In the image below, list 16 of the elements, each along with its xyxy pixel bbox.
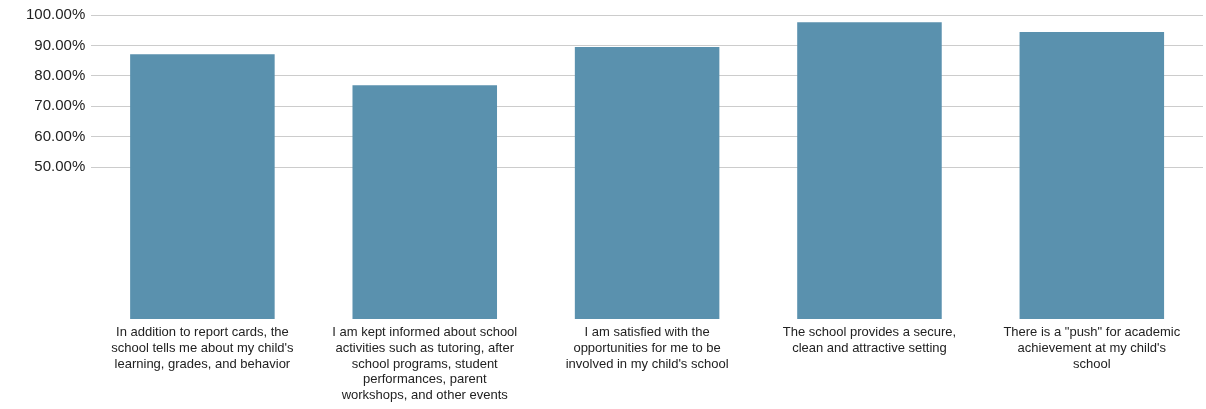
x-tick-label: There is a "push" for academic achievement at my child's school (1003, 324, 1181, 371)
y-tick-label: 60.00% (34, 126, 86, 144)
y-tick-label: 100.00% (26, 5, 86, 23)
y-tick-label: 50.00% (34, 157, 86, 175)
x-tick-label: The school provides a secure, clean and attractive setting (782, 324, 957, 355)
y-tick-label: 70.00% (34, 96, 86, 114)
x-tick-label: I am satisfied with the opportunities for me to be involved in my child's school (565, 324, 729, 371)
bar (130, 54, 275, 319)
bar (352, 85, 498, 319)
y-tick-label: 80.00% (34, 65, 86, 83)
bar (574, 46, 720, 319)
x-tick-label: In addition to report cards, the school tells me about my child's learning, grades, and behavior (111, 324, 295, 371)
bar (1019, 32, 1165, 319)
y-tick-label: 90.00% (34, 35, 86, 53)
bar (797, 22, 942, 319)
x-tick-label: I am kept informed about school activities such as tutoring, after school programs, student performances, parent workshops, and other events (332, 324, 518, 402)
